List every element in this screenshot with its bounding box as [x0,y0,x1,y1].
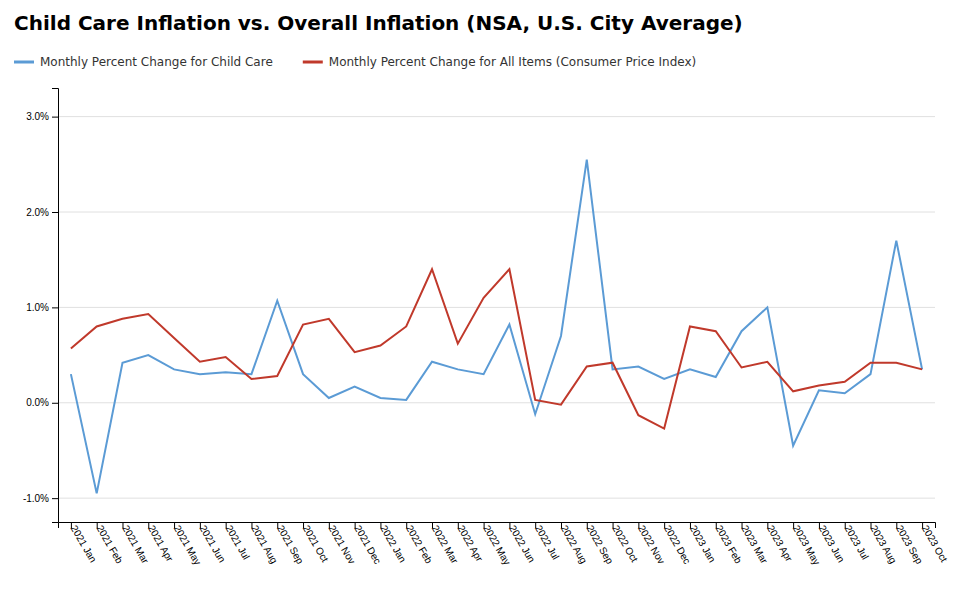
series-line [71,160,922,494]
y-tick: 0.0% [26,397,58,408]
x-tick-label: 2021 Jan [69,523,99,564]
y-tick-label: 2.0% [26,207,49,218]
x-tick: 2022 Oct [610,522,640,564]
grid-line [58,307,935,308]
y-tick: -1.0% [23,493,58,504]
x-tick-label: 2021 Feb [94,523,125,565]
x-tick: 2023 Jul [842,522,870,561]
legend: Monthly Percent Change for Child Care Mon… [14,55,696,69]
x-tick-label: 2021 Aug [249,523,280,565]
legend-swatch [14,61,34,64]
x-tick-label: 2022 Jun [507,523,537,564]
y-tick-mark [52,403,58,404]
y-tick-label: 3.0% [26,111,49,122]
x-tick: 2022 Apr [456,522,486,564]
y-axis: -1.0% 0.0% 1.0% 2.0% 3.0% [23,89,59,523]
x-axis: 2021 Jan2021 Feb2021 Mar2021 Apr2021 May… [59,522,950,567]
x-tick-label: 2022 Oct [610,523,640,564]
y-tick-mark [52,212,58,213]
y-tick: 2.0% [26,207,58,218]
x-tick-label: 2022 Nov [636,523,667,566]
x-tick: 2023 Apr [765,522,795,564]
legend-label: Monthly Percent Change for All Items (Co… [329,55,696,69]
legend-swatch [303,61,323,64]
y-tick-mark [52,498,58,499]
series-group [71,160,922,494]
x-tick-label: 2023 Jun [817,523,847,564]
x-tick-label: 2023 Feb [713,523,744,565]
y-tick: 3.0% [26,111,58,122]
x-tick-label: 2021 Oct [301,523,331,564]
plot: -1.0%0.0%1.0%2.0%3.0%2021 Jan2021 Feb202… [23,89,950,567]
grid-line [58,116,935,117]
x-tick-label: 2022 Jan [378,523,408,564]
x-tick-label: 2021 Nov [327,523,358,566]
x-tick: 2022 Jul [533,522,561,561]
y-tick-label: 1.0% [26,302,49,313]
x-tick-label: 2022 Apr [456,523,486,564]
x-tick: 2023 Oct [920,522,950,564]
chart: Child Care Inflation vs. Overall Inflati… [0,0,959,594]
series-line [71,269,922,428]
x-tick: 2021 Apr [146,522,176,564]
y-axis-line [52,89,59,523]
grid [58,117,935,499]
x-tick-label: 2023 Aug [868,523,899,565]
legend-item: Monthly Percent Change for All Items (Co… [303,55,696,69]
x-tick-label: 2023 Jan [688,523,718,564]
title: Child Care Inflation vs. Overall Inflati… [14,11,743,35]
x-tick-label: 2021 Dec [352,523,383,566]
y-tick-mark [52,117,58,118]
x-tick-label: 2022 Jul [533,523,561,561]
y-tick-label: -1.0% [23,493,49,504]
x-tick: 2021 Oct [301,522,331,564]
x-tick: 2021 Jul [223,522,251,561]
x-axis-line [59,523,936,529]
grid-line [58,212,935,213]
y-tick: 1.0% [26,302,58,313]
y-tick-mark [52,307,58,308]
grid-line [58,498,935,499]
x-tick-label: 2022 Feb [404,523,435,565]
legend-label: Monthly Percent Change for Child Care [40,55,273,69]
legend-item: Monthly Percent Change for Child Care [14,55,273,69]
x-tick-label: 2021 Jun [198,523,228,564]
x-tick-label: 2021 Apr [146,523,176,564]
grid-line [58,402,935,403]
x-tick-label: 2022 Dec [662,523,693,566]
x-tick-label: 2023 Oct [920,523,950,564]
x-tick-label: 2023 Jul [842,523,870,561]
y-tick-label: 0.0% [26,397,49,408]
x-tick-label: 2022 Aug [559,523,590,565]
x-tick-label: 2023 Apr [765,523,795,564]
x-tick-label: 2021 Jul [223,523,251,561]
